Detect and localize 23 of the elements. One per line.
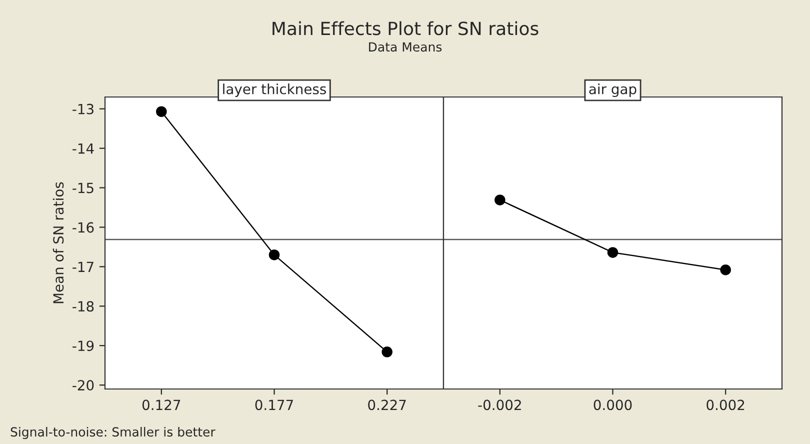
point [268, 249, 280, 260]
x-tick-label: 0.127 [142, 400, 180, 410]
y-tick-label: -16 [72, 222, 94, 233]
y-axis-title: Mean of SN ratios [52, 182, 64, 304]
y-tick-label: -15 [72, 182, 94, 194]
x-tick-label: 0.177 [255, 400, 293, 410]
point [382, 346, 392, 358]
x-tick-label: 0.000 [594, 400, 632, 410]
y-tick-label: -17 [72, 262, 94, 272]
chart-title: Main Effects Plot for SN ratios [272, 21, 538, 36]
x-axis-title: air gap [589, 84, 636, 97]
x-tick-label: -0.002 [478, 400, 521, 410]
x-tick-label: 0.227 [368, 400, 406, 410]
y-tick-label: -13 [72, 104, 94, 114]
y-tick-label: -14 [72, 143, 94, 154]
y-tick-label: -20 [72, 380, 94, 391]
y-tick-label: -19 [72, 340, 94, 352]
point [156, 106, 167, 117]
x-axis-title: layer thickness [223, 84, 326, 97]
x-tick-label: 0.002 [706, 400, 744, 410]
chart-subtitle: Data Means [369, 42, 442, 52]
text: Signal-to-noise: Smaller is better [10, 426, 216, 440]
y-tick-label: -18 [72, 301, 94, 312]
